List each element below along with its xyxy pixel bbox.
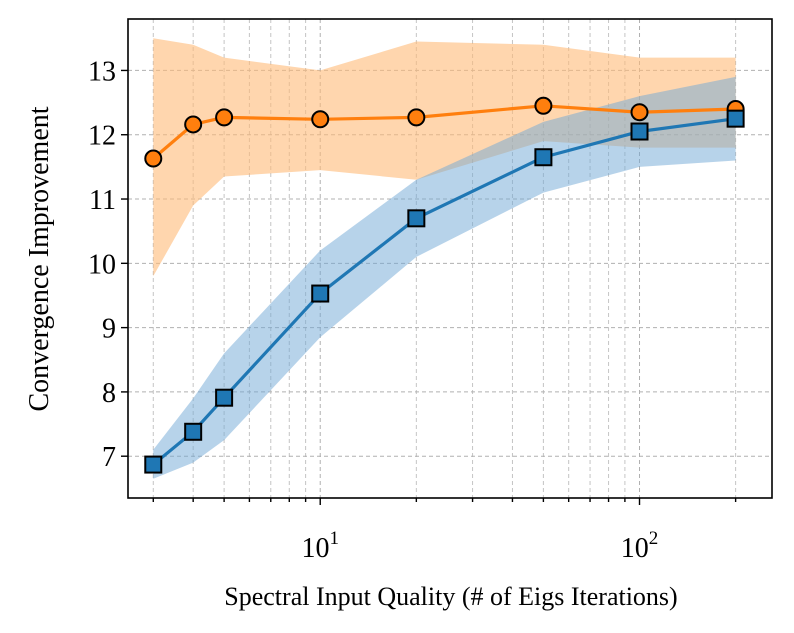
y-tick-label: 7 — [102, 442, 116, 473]
series-1-point — [184, 422, 203, 441]
y-tick-label: 10 — [88, 249, 116, 280]
series-1-point — [630, 122, 649, 141]
series-0-point — [144, 149, 163, 168]
band-layer — [153, 38, 736, 479]
y-tick-label: 13 — [88, 56, 116, 87]
marker-layer — [144, 96, 745, 474]
series-0-point — [630, 103, 649, 122]
series-1-band — [153, 76, 736, 479]
series-0-point — [311, 110, 330, 129]
series-1-point — [311, 284, 330, 303]
series-0-point — [215, 108, 234, 127]
y-tick-label: 9 — [102, 314, 116, 345]
series-0-point — [534, 96, 553, 115]
series-1-point — [534, 148, 553, 167]
axis-layer: 7 8 9 10 11 12 13 101 102 — [88, 18, 773, 564]
y-axis-label: Convergence Improvement — [24, 106, 55, 411]
plot-frame — [127, 18, 773, 499]
y-tick-label: 11 — [89, 185, 116, 216]
series-0-point — [184, 115, 203, 134]
series-0-point — [407, 108, 426, 127]
series-1-point — [144, 455, 163, 474]
y-tick-label: 12 — [88, 121, 116, 152]
x-tick-label: 102 — [621, 528, 659, 564]
series-1-point — [726, 109, 745, 128]
series-0-band — [153, 38, 736, 277]
series-1-point — [407, 209, 426, 228]
x-axis-label: Spectral Input Quality (# of Eigs Iterat… — [224, 582, 677, 611]
y-tick-label: 8 — [102, 378, 116, 409]
x-tick-label: 101 — [301, 528, 339, 564]
series-1-point — [215, 388, 234, 407]
